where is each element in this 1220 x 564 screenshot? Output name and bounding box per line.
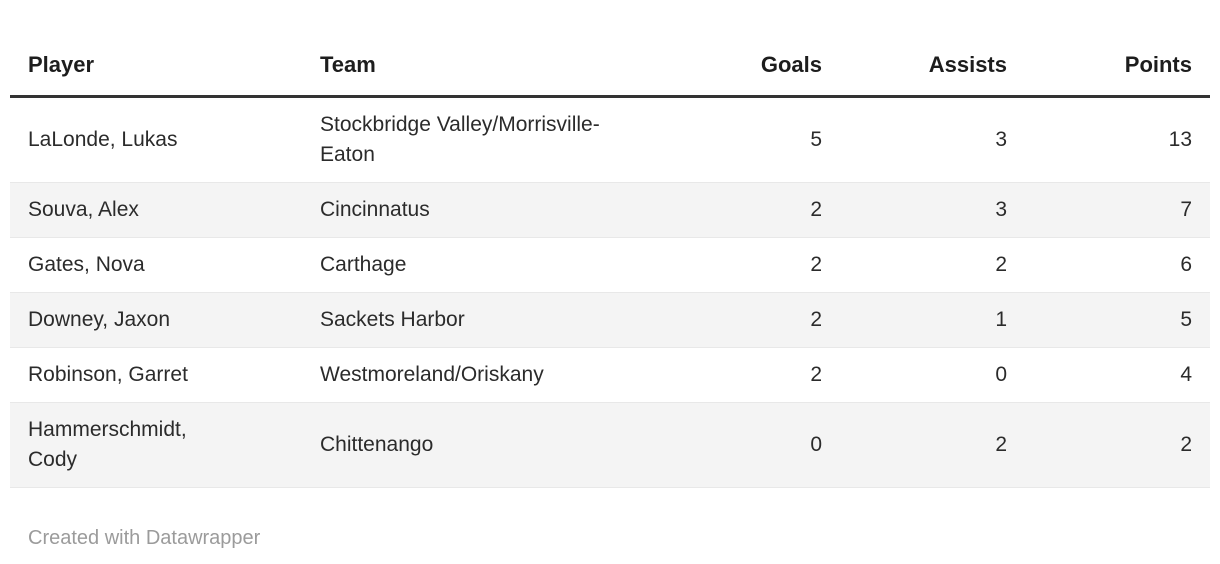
- table-header: Player Team Goals Assists Points: [10, 36, 1210, 98]
- goals-cell: 5: [810, 128, 822, 151]
- table-row: LaLonde, Lukas Stockbridge Valley/Morris…: [10, 97, 1210, 183]
- points-cell: 2: [1180, 433, 1192, 456]
- assists-cell: 2: [995, 253, 1007, 276]
- points-cell: 5: [1180, 308, 1192, 331]
- points-cell: 13: [1168, 128, 1192, 151]
- table-row: Hammerschmidt, Cody Chittenango 0 2 2: [10, 402, 1210, 488]
- stats-table: Player Team Goals Assists Points LaLonde…: [10, 36, 1210, 488]
- goals-cell: 2: [810, 198, 822, 221]
- table-row: Robinson, Garret Westmoreland/Oriskany 2…: [10, 348, 1210, 403]
- player-cell: Downey, Jaxon: [28, 308, 171, 331]
- points-cell: 4: [1180, 363, 1192, 386]
- table-row: Downey, Jaxon Sackets Harbor 2 1 5: [10, 292, 1210, 348]
- assists-cell: 1: [995, 308, 1007, 331]
- column-header-assists: Assists: [840, 36, 1025, 98]
- table-row: Gates, Nova Carthage 2 2 6: [10, 238, 1210, 293]
- table-body: LaLonde, Lukas Stockbridge Valley/Morris…: [10, 97, 1210, 488]
- goals-cell: 0: [810, 433, 822, 456]
- player-cell: Robinson, Garret: [28, 363, 188, 386]
- column-header-player: Player: [10, 36, 305, 98]
- team-cell: Carthage: [320, 253, 407, 276]
- points-cell: 7: [1180, 198, 1192, 221]
- column-header-points: Points: [1025, 36, 1210, 98]
- team-cell: Chittenango: [320, 433, 434, 456]
- player-cell: Souva, Alex: [28, 198, 139, 221]
- player-cell: Gates, Nova: [28, 253, 145, 276]
- column-header-goals: Goals: [650, 36, 840, 98]
- team-cell: Stockbridge Valley/Morrisville-Eaton: [320, 113, 600, 166]
- team-cell: Cincinnatus: [320, 198, 430, 221]
- goals-cell: 2: [810, 253, 822, 276]
- header-row: Player Team Goals Assists Points: [10, 36, 1210, 98]
- goals-cell: 2: [810, 308, 822, 331]
- player-cell: Hammerschmidt, Cody: [28, 418, 187, 471]
- team-cell: Sackets Harbor: [320, 308, 465, 331]
- column-header-team: Team: [305, 36, 650, 98]
- assists-cell: 3: [995, 198, 1007, 221]
- player-cell: LaLonde, Lukas: [28, 128, 178, 151]
- assists-cell: 2: [995, 433, 1007, 456]
- assists-cell: 0: [995, 363, 1007, 386]
- datawrapper-attribution-link[interactable]: Created with Datawrapper: [28, 527, 261, 549]
- team-cell: Westmoreland/Oriskany: [320, 363, 544, 386]
- table-row: Souva, Alex Cincinnatus 2 3 7: [10, 182, 1210, 238]
- goals-cell: 2: [810, 363, 822, 386]
- assists-cell: 3: [995, 128, 1007, 151]
- points-cell: 6: [1180, 253, 1192, 276]
